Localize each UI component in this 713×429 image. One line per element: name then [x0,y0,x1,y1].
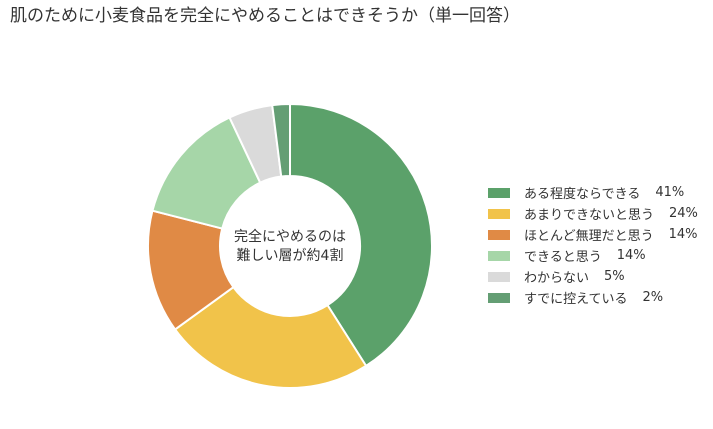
legend-item: あまりできないと思う 24% [488,203,698,224]
legend-item: わからない 5% [488,266,698,287]
legend-label: あまりできないと思う [524,208,655,223]
legend-label: ある程度ならできる [524,187,641,202]
center-label-line2: 難しい層が約4割 [236,248,344,264]
legend-swatch [488,229,510,240]
legend-swatch [488,292,510,303]
donut-slice-2 [173,285,368,389]
legend-item: ほとんど無理だと思う 14% [488,224,698,245]
legend-value: 41% [655,185,685,200]
legend-item: ある程度ならできる 41% [488,182,698,203]
donut-chart [147,103,433,389]
legend-swatch [488,208,510,219]
donut-slice-6 [271,103,291,178]
legend-value: 24% [669,206,698,221]
legend-label: できると思う [524,250,602,265]
chart-title: 肌のために小麦食品を完全にやめることはできそうか（単一回答） [10,6,520,26]
legend-value: 5% [604,269,625,284]
legend-value: 14% [668,227,698,242]
legend-label: すでに控えている [524,292,628,307]
legend-label: ほとんど無理だと思う [524,229,654,244]
legend-item: できると思う 14% [488,245,698,266]
legend-swatch [488,187,510,198]
legend-label: わからない [524,271,590,286]
chart-legend: ある程度ならできる 41% あまりできないと思う 24% ほとんど無理だと思う … [488,182,698,308]
legend-item: すでに控えている 2% [488,287,698,308]
donut-slice-1 [289,103,433,368]
legend-value: 14% [616,248,646,263]
legend-swatch [488,250,510,261]
legend-value: 2% [642,290,664,305]
legend-swatch [488,271,510,282]
center-label-line1: 完全にやめるのは [234,229,346,245]
donut-center-label: 完全にやめるのは 難しい層が約4割 [190,228,390,266]
